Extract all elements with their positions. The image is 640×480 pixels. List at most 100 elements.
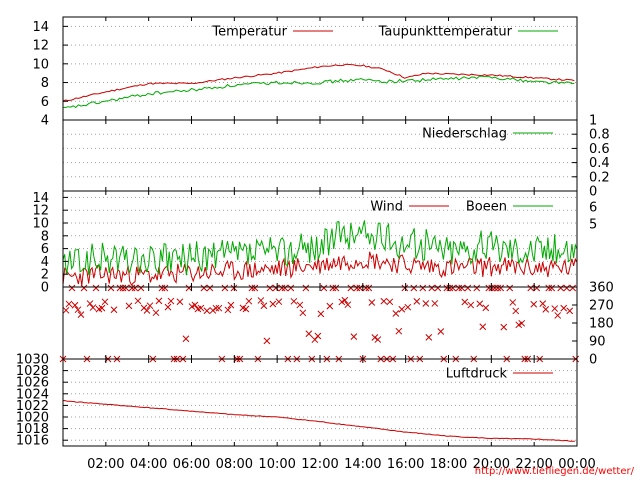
direction-point [128, 284, 136, 292]
temperature-y-tick-label: 14 [32, 20, 49, 35]
direction-point [449, 284, 457, 292]
x-tick-label: 12:00 [301, 457, 338, 472]
series-layer [59, 63, 580, 442]
panel-frame-3 [62, 286, 578, 360]
wind-y2-tick-label: 5 [589, 218, 597, 233]
direction-point [206, 284, 214, 292]
direction-point [110, 306, 118, 314]
direction-point [494, 284, 502, 292]
direction-point [116, 284, 124, 292]
direction-point [92, 284, 100, 292]
direction-point [551, 305, 559, 312]
direction-point [227, 301, 235, 309]
direction-point [77, 311, 85, 318]
direction-point [305, 330, 313, 338]
direction-point [326, 302, 334, 310]
direction-point [245, 297, 253, 305]
direction-point [413, 298, 421, 305]
precipitation-y-tick-label: 0.6 [589, 142, 610, 157]
direction-point [506, 284, 514, 292]
direction-point [251, 284, 259, 292]
x-tick-label: 22:00 [515, 457, 552, 472]
x-tick-label: 04:00 [130, 457, 167, 472]
pressure-y-tick-label: 1020 [16, 411, 49, 426]
direction-point [497, 284, 505, 292]
wind-y-tick-label: 14 [32, 191, 49, 206]
direction-point [287, 284, 295, 292]
direction-point [167, 297, 175, 305]
direction-point [350, 333, 358, 340]
direction-point [275, 298, 283, 306]
direction-marks [59, 284, 580, 363]
x-tick-label: 14:00 [344, 457, 381, 472]
temperature-y-tick-label: 12 [32, 39, 49, 54]
direction-point [455, 284, 463, 292]
direction-y-tick-label: 270 [589, 299, 614, 314]
direction-point [557, 284, 565, 292]
direction-point [545, 284, 553, 292]
pressure-y-tick-label: 1016 [16, 434, 49, 449]
direction-point [269, 300, 277, 308]
direction-point [107, 284, 115, 292]
x-tick-label: 10:00 [258, 457, 295, 472]
x-tick-label: 00:00 [558, 457, 595, 472]
temperatur-legend-label: Temperatur [211, 25, 287, 40]
direction-point [512, 307, 520, 315]
direction-point [62, 306, 70, 314]
luftdruck-legend-label: Luftdruck [446, 367, 508, 382]
x-tick-label: 20:00 [473, 457, 510, 472]
direction-point [314, 332, 322, 340]
direction-point [464, 284, 472, 292]
direction-point [74, 306, 82, 314]
direction-point [125, 302, 133, 310]
direction-point [296, 301, 304, 309]
direction-point [281, 284, 289, 292]
direction-point [146, 302, 154, 310]
direction-point [143, 307, 151, 314]
direction-point [398, 305, 406, 313]
direction-point [98, 304, 106, 312]
footer-url[interactable]: http://www.tiefliegen.de/wetter/ [475, 466, 635, 477]
precipitation-y-tick-label: 1 [589, 114, 597, 129]
direction-point [260, 302, 268, 310]
direction-point [365, 284, 373, 292]
direction-point [542, 306, 550, 313]
wind-y-tick-label: 8 [41, 229, 49, 244]
direction-point [371, 334, 379, 341]
direction-point [311, 336, 319, 344]
direction-point [71, 301, 79, 309]
pressure-y-tick-label: 1026 [16, 376, 49, 391]
direction-point [482, 304, 490, 312]
pressure-y-tick-label: 1028 [16, 364, 49, 379]
direction-point [221, 284, 229, 292]
direction-point [242, 305, 250, 313]
direction-point [554, 312, 562, 319]
temperature-y-tick-label: 8 [41, 76, 49, 91]
tick-layer: 02:00 04:00 06:00 08:00 10:00 12:00 14:00 16:00… [16, 20, 614, 472]
direction-point [212, 304, 220, 312]
direction-point [257, 297, 265, 304]
direction-point [155, 297, 163, 305]
direction-point [215, 304, 223, 312]
direction-point [500, 323, 508, 331]
direction-point [332, 284, 340, 292]
direction-point [80, 284, 88, 292]
direction-point [176, 298, 184, 306]
direction-point [200, 284, 208, 292]
direction-point [299, 309, 307, 317]
direction-point [386, 298, 394, 306]
direction-point [182, 335, 190, 343]
x-tick-label: 06:00 [173, 457, 210, 472]
direction-point [278, 284, 286, 292]
direction-point [530, 300, 538, 308]
direction-y-tick-label: 0 [589, 353, 597, 368]
precipitation-y-tick-label: 0.2 [589, 170, 610, 185]
direction-point [509, 299, 517, 306]
direction-point [533, 284, 541, 292]
temperature-series-0 [62, 63, 575, 102]
wind-y-tick-label: 6 [41, 242, 49, 257]
pressure-y-tick-label: 1018 [16, 422, 49, 437]
direction-point [185, 284, 193, 292]
direction-point [401, 284, 409, 292]
direction-point [191, 301, 199, 309]
